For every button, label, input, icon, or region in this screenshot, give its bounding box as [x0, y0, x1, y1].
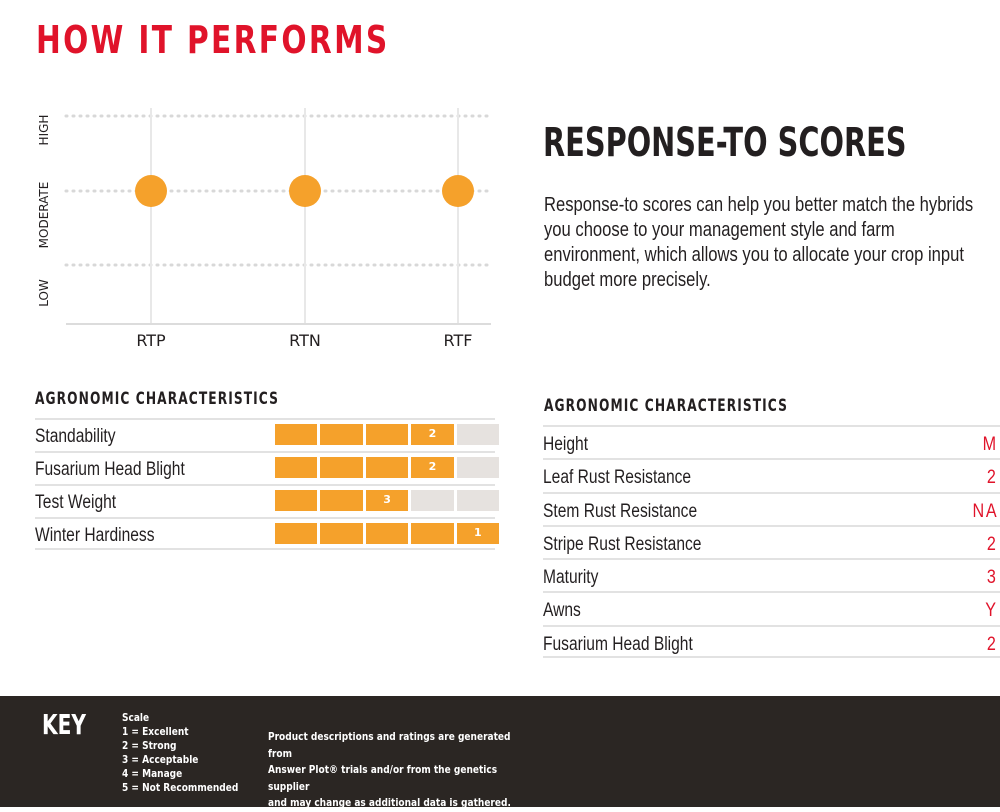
score-segment-filled [275, 457, 318, 478]
key-note-line: Product descriptions and ratings are gen… [268, 730, 511, 760]
key-title: KEY [42, 708, 86, 741]
score-label: 2 [428, 460, 437, 473]
agronomic-label: Fusarium Head Blight [35, 459, 185, 480]
score-segment-filled: 1 [456, 523, 500, 544]
agronomic-label: Awns [543, 600, 581, 622]
agronomic-row: Test Weight 3 [35, 484, 500, 517]
key-note-line: Answer Plot® trials and/or from the gene… [268, 763, 498, 793]
data-point-rtf [442, 175, 474, 207]
score-segment-filled: 2 [411, 424, 454, 445]
agronomic-row: Winter Hardiness 1 [35, 517, 500, 550]
score-segment-empty [456, 457, 500, 478]
agronomic-left-heading: AGRONOMIC CHARACTERISTICS [35, 389, 280, 409]
y-level-label: LOW [37, 279, 51, 307]
y-level-label: HIGH [37, 115, 51, 146]
agronomic-value-row: Leaf Rust Resistance 2 [543, 458, 1000, 491]
score-bar: 2 [275, 424, 500, 445]
score-segment-filled [365, 457, 409, 478]
score-segment-filled: 3 [365, 490, 409, 511]
agronomic-value: 2 [987, 633, 998, 655]
key-scale-item: 2 = Strong [122, 739, 177, 752]
key-note: Product descriptions and ratings are gen… [268, 729, 522, 812]
score-segment-filled [320, 523, 363, 544]
x-tick-label: RTN [289, 331, 321, 350]
agronomic-value: Y [985, 600, 998, 622]
agronomic-right-heading: AGRONOMIC CHARACTERISTICS [544, 396, 789, 416]
agronomic-label: Maturity [543, 567, 599, 589]
agronomic-label: Test Weight [35, 492, 117, 513]
key-scale: Scale 1 = Excellent 2 = Strong 3 = Accep… [122, 711, 238, 795]
score-label: 1 [474, 526, 482, 539]
agronomic-label: Stripe Rust Resistance [543, 533, 702, 555]
response-scores-heading: RESPONSE-TO SCORES [543, 120, 907, 166]
agronomic-row: Standability 2 [35, 418, 500, 451]
agronomic-label: Winter Hardiness [35, 525, 155, 546]
agronomic-value-row: Stripe Rust Resistance 2 [543, 524, 1000, 558]
agronomic-value: 3 [987, 567, 998, 589]
score-segment-filled [320, 424, 363, 445]
score-segment-filled [411, 523, 454, 544]
score-bar: 2 [275, 457, 500, 478]
agronomic-value: NA [972, 500, 998, 522]
agronomic-label: Leaf Rust Resistance [543, 467, 692, 489]
key-scale-item: 1 = Excellent [122, 725, 189, 738]
agronomic-value-row: Maturity 3 [543, 558, 1000, 591]
data-point-rtn [289, 175, 321, 207]
agronomic-value: 2 [987, 533, 998, 555]
score-label: 3 [383, 493, 391, 506]
agronomic-row: Fusarium Head Blight 2 [35, 451, 500, 484]
score-segment-filled [275, 523, 318, 544]
score-segment-filled [320, 457, 363, 478]
key-scale-item: 4 = Manage [122, 767, 183, 780]
score-segment-empty [456, 424, 500, 445]
response-scores-description: Response-to scores can help you better m… [544, 193, 974, 291]
agronomic-value: 2 [987, 467, 998, 489]
agronomic-value-row: Height M [543, 425, 1000, 458]
score-segment-filled [365, 424, 409, 445]
score-bar: 1 [275, 523, 500, 544]
agronomic-value: M [982, 434, 998, 455]
score-segment-filled [275, 490, 318, 511]
score-bar: 3 [275, 490, 500, 511]
agronomic-score-table: Standability 2 Fusarium Head Blight 2 Test W… [35, 418, 500, 550]
agronomic-label: Fusarium Head Blight [543, 633, 693, 655]
agronomic-label: Height [543, 434, 589, 455]
score-segment-empty [411, 490, 454, 511]
x-tick-label: RTP [136, 331, 166, 350]
score-segment-filled [275, 424, 318, 445]
agronomic-value-row: Awns Y [543, 591, 1000, 624]
key-scale-heading: Scale [122, 711, 150, 724]
key-band: KEY Scale 1 = Excellent 2 = Strong 3 = A… [0, 696, 1000, 809]
score-segment-filled [320, 490, 363, 511]
score-segment-filled: 2 [411, 457, 454, 478]
key-scale-item: 5 = Not Recommended [122, 781, 239, 794]
key-scale-item: 3 = Acceptable [122, 753, 199, 766]
data-point-rtp [135, 175, 167, 207]
score-segment-empty [456, 490, 500, 511]
agronomic-label: Standability [35, 426, 116, 447]
agronomic-value-table: Height M Leaf Rust Resistance 2 Stem Rust Re… [543, 425, 1000, 659]
agronomic-value-row: Stem Rust Resistance NA [543, 491, 1000, 525]
page-title: HOW IT PERFORMS [36, 18, 390, 62]
score-label: 2 [428, 427, 437, 440]
agronomic-label: Stem Rust Resistance [543, 500, 698, 522]
agronomic-value-row: Fusarium Head Blight 2 [543, 624, 1000, 659]
score-segment-filled [365, 523, 409, 544]
key-note-line: and may change as additional data is gat… [268, 796, 511, 809]
y-level-label: MODERATE [37, 182, 51, 249]
response-to-chart: LOW MODERATE HIGH RTP RTN RTF [37, 108, 493, 350]
x-tick-label: RTF [444, 331, 473, 350]
